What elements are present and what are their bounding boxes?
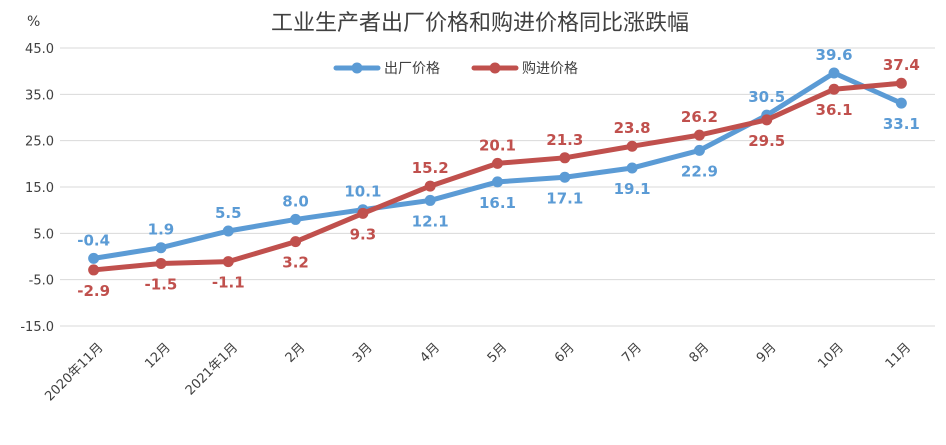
data-label: 29.5 [748, 132, 785, 150]
data-label: 17.1 [546, 189, 583, 207]
legend-label: 出厂价格 [384, 61, 440, 77]
x-tick: 4月 [417, 340, 443, 366]
x-tick: 2月 [283, 340, 309, 366]
data-point [559, 171, 571, 183]
x-tick: 8月 [687, 340, 713, 366]
data-label: 26.2 [681, 108, 718, 126]
data-label: 9.3 [350, 225, 377, 243]
data-label: 39.6 [816, 46, 853, 64]
data-label: -1.1 [212, 274, 245, 292]
series-lines [88, 67, 907, 276]
data-point [559, 152, 571, 164]
y-tick-label: 35.0 [25, 88, 54, 103]
data-point [357, 207, 369, 219]
data-label: 37.4 [883, 56, 920, 74]
x-tick-label: 11月 [883, 340, 914, 371]
data-labels: -0.4 1.9 5.5 8.0 10.1 12.1 16.1 17.1 19.1 22.9 30.… [77, 46, 920, 300]
x-tick: 6月 [552, 340, 578, 366]
legend-marker [351, 62, 363, 74]
x-tick-label: 2月 [283, 340, 309, 366]
data-label: 10.1 [344, 183, 381, 201]
x-tick: 5月 [485, 340, 511, 366]
data-label: 23.8 [614, 119, 651, 137]
data-point [626, 162, 638, 174]
data-point [424, 180, 436, 192]
x-axis-ticks: 2020年11月 12月 2021年1月 2月 3月 4月 5月 6月 7月 8月 9月 10月 11月 [42, 340, 914, 404]
x-tick-label: 3月 [350, 340, 376, 366]
data-label: 19.1 [614, 180, 651, 198]
data-point [693, 129, 705, 141]
data-point [424, 194, 436, 206]
x-tick: 2020年11月 [42, 340, 106, 404]
data-label: 16.1 [479, 194, 516, 212]
data-point [626, 140, 638, 152]
data-label: 33.1 [883, 115, 920, 133]
data-point [895, 97, 907, 109]
data-label: 12.1 [412, 212, 449, 230]
data-point [492, 157, 503, 169]
data-label: -2.9 [77, 282, 110, 300]
legend-marker [489, 62, 501, 74]
data-point [155, 242, 167, 254]
x-tick-label: 2021年1月 [183, 340, 241, 398]
x-tick-label: 12月 [142, 340, 173, 371]
data-label: 3.2 [282, 254, 309, 272]
data-label: 15.2 [412, 159, 449, 177]
y-tick-label: 5.0 [33, 227, 54, 242]
y-tick-label: 15.0 [25, 181, 54, 196]
data-point [222, 225, 234, 237]
x-tick-label: 9月 [754, 340, 780, 366]
y-axis-ticks: -15.0 -5.0 5.0 15.0 25.0 35.0 45.0 [20, 42, 54, 335]
data-point [828, 67, 840, 79]
data-point [155, 257, 167, 269]
x-tick-label: 4月 [417, 340, 443, 366]
y-tick-label: 45.0 [25, 42, 54, 57]
legend: 出厂价格 购进价格 [333, 61, 578, 77]
x-tick-label: 8月 [687, 340, 713, 366]
data-label: 22.9 [681, 162, 718, 180]
chart-title: 工业生产者出厂价格和购进价格同比涨跌幅 [271, 11, 689, 36]
data-label: 30.5 [748, 88, 785, 106]
x-tick-label: 2020年11月 [42, 340, 106, 404]
gridlines [60, 47, 935, 327]
data-point [693, 144, 705, 156]
data-point [828, 83, 840, 95]
x-tick: 10月 [815, 340, 846, 371]
data-point [290, 213, 302, 225]
y-tick-label: -15.0 [20, 320, 54, 335]
data-label: 36.1 [816, 101, 853, 119]
x-tick: 11月 [883, 340, 914, 371]
data-label: 8.0 [282, 192, 309, 210]
x-tick-label: 10月 [815, 340, 846, 371]
legend-label: 购进价格 [522, 61, 578, 77]
data-label: 1.9 [148, 221, 175, 239]
data-label: 5.5 [215, 204, 242, 222]
x-tick: 9月 [754, 340, 780, 366]
x-tick: 12月 [142, 340, 173, 371]
y-tick-label: 25.0 [25, 135, 54, 150]
y-tick-label: -5.0 [29, 274, 54, 289]
data-point [895, 77, 907, 89]
data-label: 21.3 [546, 131, 583, 149]
x-tick-label: 6月 [552, 340, 578, 366]
data-point [222, 256, 234, 268]
data-label: 20.1 [479, 136, 516, 154]
x-tick-label: 7月 [619, 340, 645, 366]
data-point [88, 252, 100, 264]
x-tick: 2021年1月 [183, 340, 241, 398]
data-point [88, 264, 100, 276]
data-label: -0.4 [77, 231, 110, 249]
y-axis-unit: % [27, 14, 40, 30]
x-tick-label: 5月 [485, 340, 511, 366]
data-label: -1.5 [145, 275, 178, 293]
data-point [290, 236, 302, 248]
data-point [492, 176, 503, 188]
x-tick: 3月 [350, 340, 376, 366]
data-point [761, 114, 773, 126]
x-tick: 7月 [619, 340, 645, 366]
